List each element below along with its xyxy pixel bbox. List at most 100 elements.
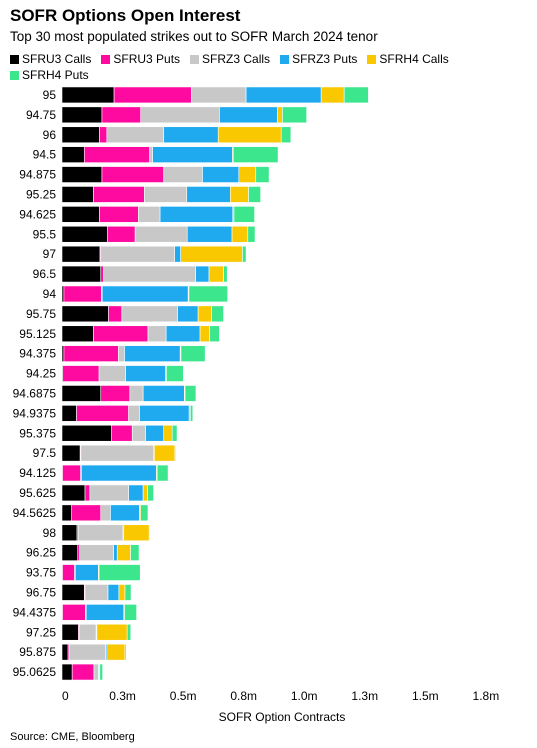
bar-segment (219, 106, 278, 124)
category-label: 94.5 (33, 148, 57, 162)
category-label: 93.75 (26, 566, 56, 580)
bar-segment (159, 206, 234, 223)
bar-segment (174, 444, 176, 462)
bar-segment (81, 464, 157, 482)
bar-segment (142, 484, 148, 502)
bar-segment (61, 86, 115, 104)
bar-segment (83, 146, 150, 163)
bar-segment (142, 385, 185, 402)
bar-segment (106, 643, 126, 661)
bar-segment (75, 564, 99, 581)
bar-segment (147, 325, 167, 343)
bar-segment (93, 325, 149, 343)
bar-segment (101, 166, 165, 183)
bar-segment (343, 86, 369, 104)
bar-segment (98, 365, 127, 382)
bar-segment (223, 265, 228, 283)
x-tick-label: 1.0m (291, 689, 318, 703)
bar-segment (197, 305, 212, 323)
bar-segment (116, 544, 131, 561)
bar-segment (123, 524, 150, 542)
bar-segment (84, 584, 109, 601)
bar-segment (147, 484, 154, 502)
bar-segment (191, 86, 247, 104)
bar-segment (184, 385, 197, 402)
bar-segment (100, 265, 104, 283)
bar-segment (139, 405, 190, 422)
category-label: 94.9375 (13, 406, 57, 420)
bar-segment (63, 345, 119, 362)
x-tick-label: 0.8m (230, 689, 257, 703)
bar-segment (231, 225, 249, 243)
legend-label: SFRZ3 Puts (292, 52, 358, 66)
legend-item: SFRH4 Puts (10, 67, 89, 83)
bar-segment (149, 146, 153, 163)
legend-label: SFRH4 Calls (379, 52, 449, 66)
bar-segment (61, 584, 85, 601)
bar-segment (71, 504, 102, 522)
category-label: 94 (43, 287, 57, 301)
legend-swatch (10, 71, 19, 80)
legend-label: SFRU3 Calls (22, 52, 92, 66)
bar-segment (76, 405, 129, 422)
bar-segment (108, 305, 123, 323)
category-label: 98 (43, 526, 57, 540)
bar-segment (101, 285, 189, 303)
legend-item: SFRU3 Puts (101, 51, 180, 67)
bar-segment (124, 345, 181, 362)
bar-segment (156, 464, 169, 482)
bar-segment (62, 604, 86, 621)
bar-segment (78, 623, 97, 641)
bar-segment (245, 86, 322, 104)
category-label: 94.25 (26, 367, 56, 381)
bar-segment (107, 584, 120, 601)
bar-segment (61, 544, 79, 561)
bar-segment (113, 544, 118, 561)
bar-segment (180, 245, 243, 263)
bar-segment (110, 504, 140, 522)
category-label: 94.4375 (13, 605, 57, 619)
bar-segment (247, 225, 256, 243)
bar-segment (61, 126, 100, 144)
bar-segment (140, 106, 220, 124)
bar-segment (195, 265, 210, 283)
legend-swatch (280, 55, 290, 64)
legend-label: SFRH4 Puts (22, 68, 89, 82)
bar-segment (99, 663, 103, 681)
category-label: 97.5 (33, 446, 57, 460)
bar-segment (144, 186, 188, 203)
bar-segment (111, 424, 133, 442)
bar-segment (61, 325, 94, 343)
bar-segment (96, 623, 128, 641)
legend-label: SFRZ3 Calls (202, 52, 271, 66)
bar-segment (238, 166, 257, 183)
bar-segment (199, 325, 211, 343)
bar-segment (124, 604, 137, 621)
bar-segment (61, 265, 102, 283)
bar-segment (138, 206, 161, 223)
bar-segment (134, 225, 188, 243)
bar-segment (61, 424, 112, 442)
category-label: 95 (43, 88, 57, 102)
x-tick-label: 1.8m (473, 689, 500, 703)
x-tick-label: 0 (62, 689, 69, 703)
category-label: 96.25 (26, 546, 56, 560)
bar-segment (242, 245, 247, 263)
bar-segment (163, 126, 219, 144)
category-label: 95.5 (33, 227, 57, 241)
bar-segment (186, 186, 231, 203)
bar-segment (61, 504, 72, 522)
bar-segment (217, 126, 282, 144)
bar-segment (62, 564, 75, 581)
bar-segment (152, 146, 233, 163)
category-label: 96.75 (26, 585, 56, 599)
bar-segment (101, 106, 142, 124)
bar-segment (61, 484, 86, 502)
legend-label: SFRU3 Puts (113, 52, 181, 66)
bar-segment (61, 524, 78, 542)
x-tick-label: 0.3m (109, 689, 136, 703)
bar-segment (131, 424, 146, 442)
bar-segment (103, 265, 197, 283)
x-tick-label: 1.5m (412, 689, 439, 703)
bar-segment (61, 623, 79, 641)
